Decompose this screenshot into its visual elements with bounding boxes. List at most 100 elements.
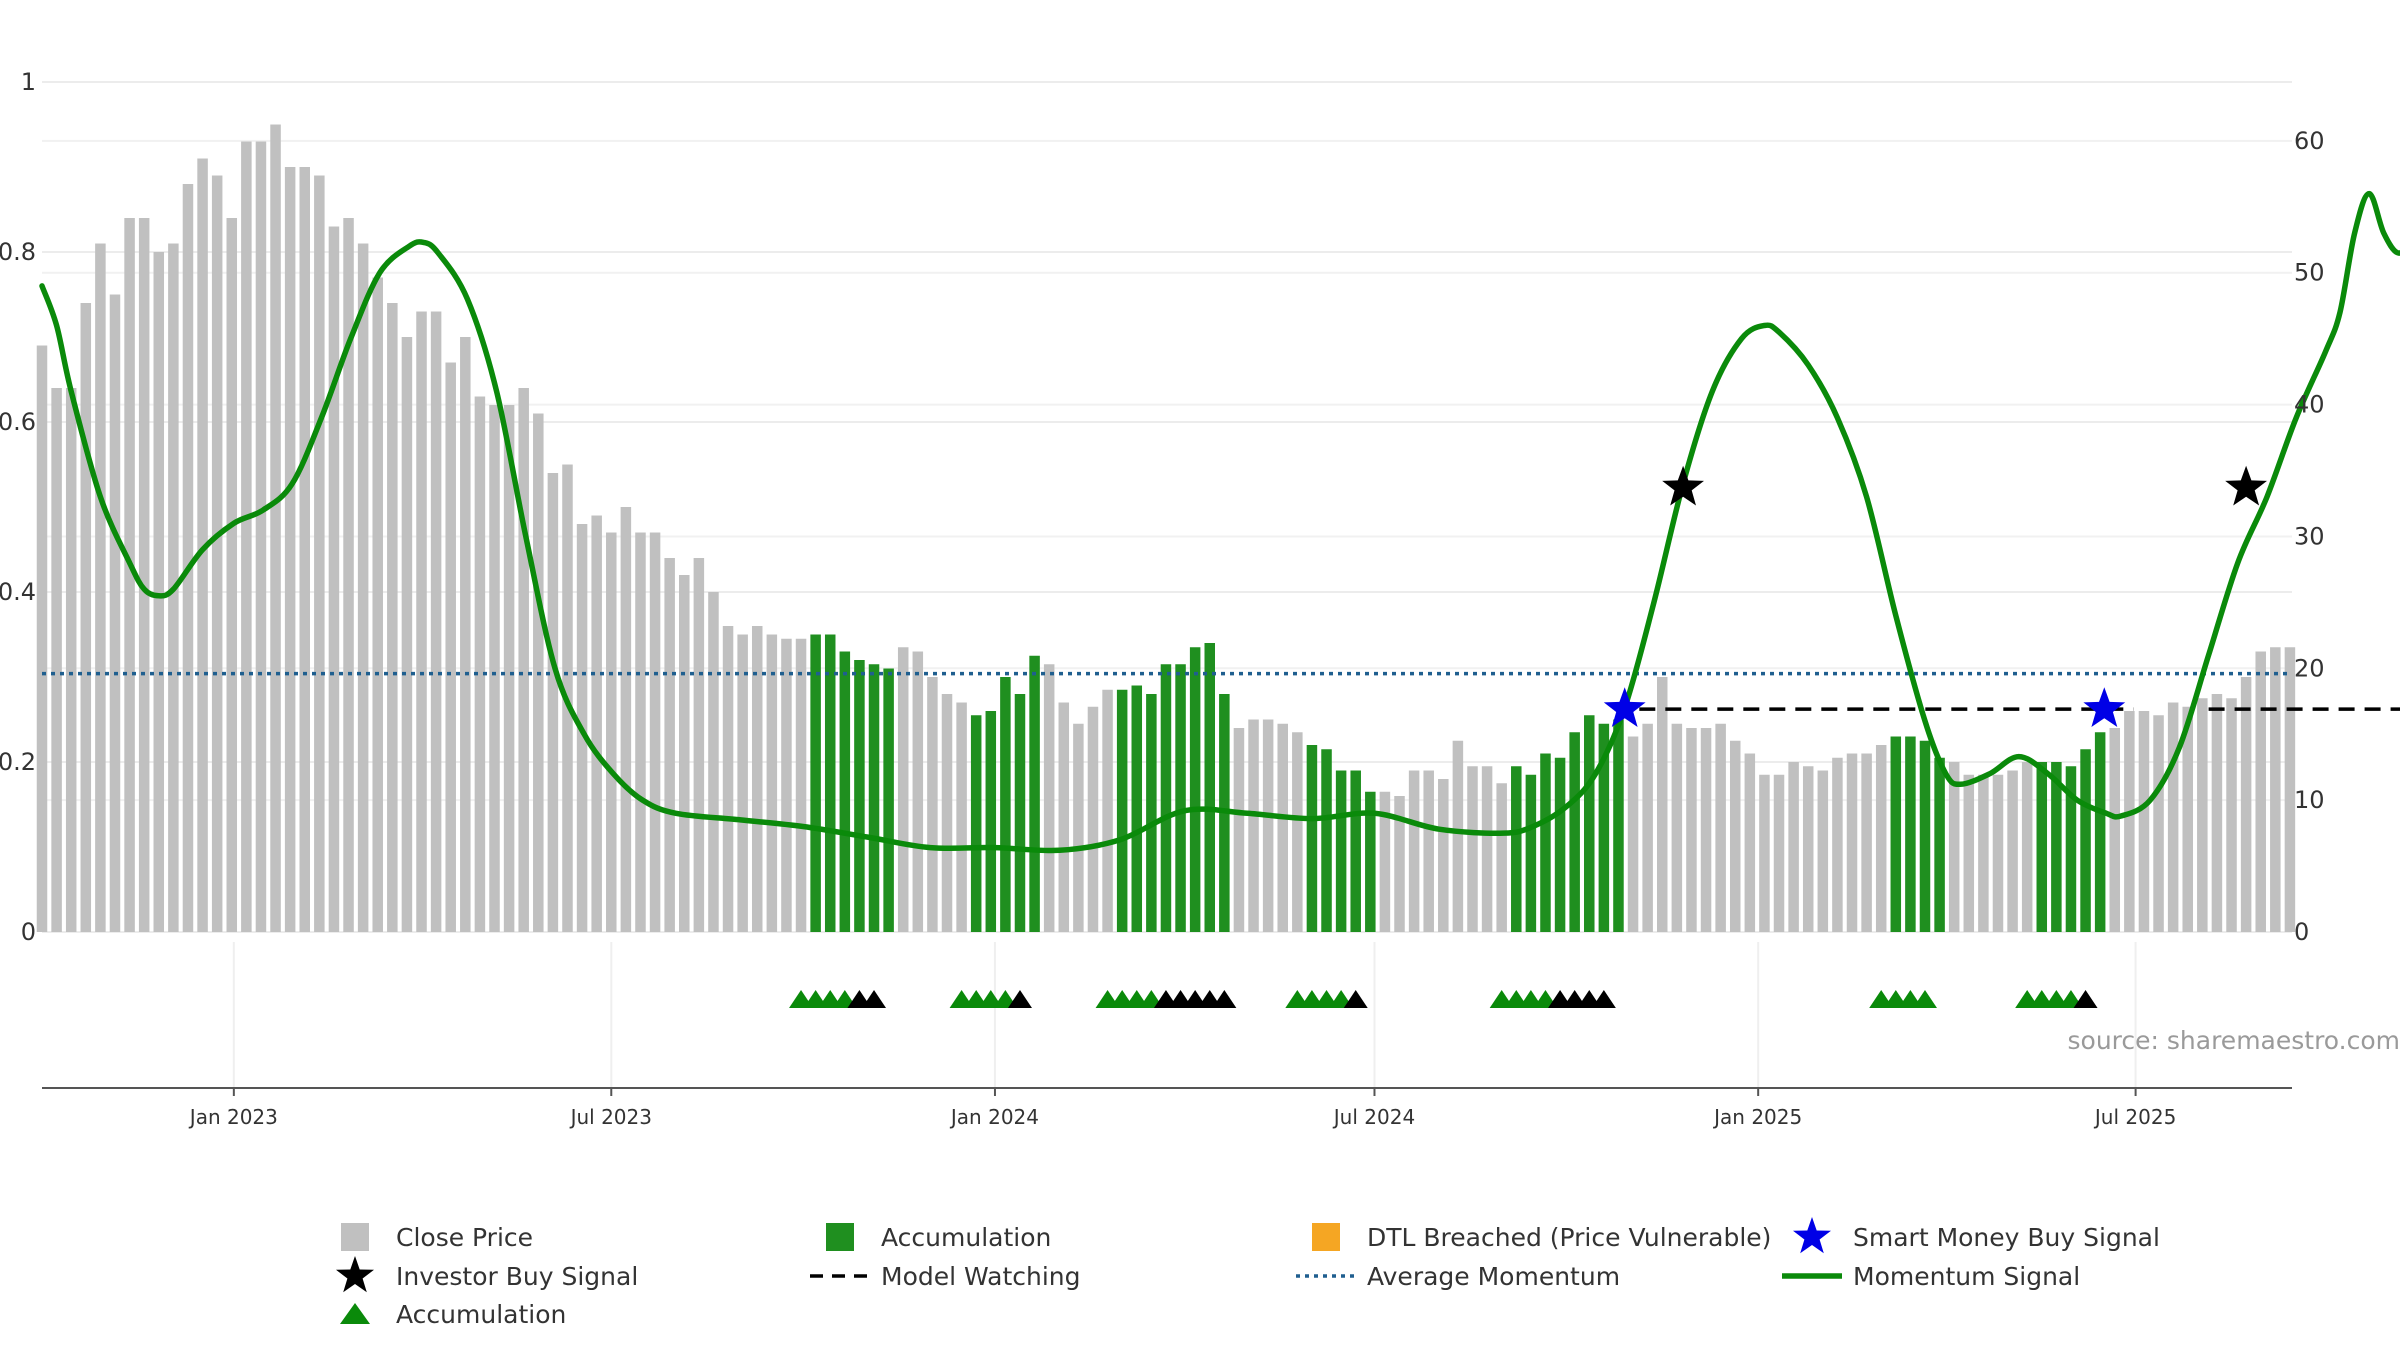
accumulation-bar bbox=[1554, 757, 1566, 932]
close-price-bar bbox=[1700, 728, 1712, 932]
legend-item: Investor Buy Signal bbox=[336, 1256, 638, 1293]
close-price-bar bbox=[343, 218, 354, 932]
close-price-bar bbox=[1656, 677, 1668, 932]
x-tick-label: Jul 2023 bbox=[569, 1105, 652, 1129]
close-price-bar bbox=[211, 175, 223, 932]
accumulation-bar bbox=[1146, 694, 1157, 932]
close-price-bar bbox=[956, 702, 967, 932]
close-price-bar bbox=[635, 532, 646, 932]
close-price-bar bbox=[1729, 740, 1741, 932]
accumulation-bar bbox=[1890, 736, 1902, 932]
close-price-bar bbox=[2124, 711, 2135, 932]
close-price-bar bbox=[1408, 770, 1420, 932]
close-price-bar bbox=[1496, 783, 1507, 932]
close-price-bar bbox=[36, 345, 48, 932]
right-tick-label: 60 bbox=[2294, 127, 2325, 155]
accumulation-bar bbox=[1540, 753, 1551, 932]
right-tick-label: 40 bbox=[2294, 391, 2325, 419]
smart-money-buy-star bbox=[1603, 687, 1646, 727]
accumulation-bar bbox=[1919, 740, 1931, 932]
close-price-bar bbox=[751, 626, 763, 932]
close-price-bar bbox=[124, 218, 135, 932]
investor-buy-star bbox=[2225, 465, 2267, 506]
momentum-signal-line-group bbox=[39, 190, 2400, 854]
close-price-bar bbox=[109, 294, 121, 932]
accumulation-bar bbox=[1306, 745, 1318, 932]
close-price-bar bbox=[2226, 698, 2237, 932]
accumulation-bar bbox=[1116, 689, 1128, 932]
accumulation-bar bbox=[1189, 647, 1201, 932]
left-tick-label: 1 bbox=[21, 68, 36, 96]
accumulation-bar bbox=[2065, 766, 2077, 932]
right-tick-label: 50 bbox=[2294, 259, 2325, 287]
left-tick-label: 0 bbox=[21, 918, 36, 946]
close-price-bar bbox=[430, 311, 442, 932]
close-price-bar bbox=[460, 337, 471, 932]
accumulation-bar bbox=[1175, 664, 1186, 932]
close-price-bar bbox=[2007, 770, 2018, 932]
legend-label: Accumulation bbox=[396, 1300, 566, 1329]
accumulation-bar bbox=[1350, 770, 1361, 932]
legend-swatch-square bbox=[341, 1223, 369, 1251]
close-price-bars bbox=[36, 124, 2296, 932]
close-price-bar bbox=[1817, 770, 1829, 932]
close-price-bar bbox=[1394, 796, 1405, 932]
accumulation-bar bbox=[883, 668, 894, 932]
close-price-bar bbox=[1233, 728, 1245, 932]
close-price-bar bbox=[2182, 706, 2193, 932]
close-price-bar bbox=[2255, 651, 2266, 932]
close-price-bar bbox=[1715, 723, 1726, 932]
accumulation-triangle-black bbox=[1591, 990, 1616, 1008]
close-price-bar bbox=[474, 396, 486, 932]
close-price-bar bbox=[518, 388, 529, 932]
accumulation-triangle-green bbox=[1912, 990, 1937, 1008]
momentum-signal-line bbox=[39, 190, 2400, 854]
legend-swatch-star bbox=[336, 1256, 374, 1293]
smart-money-buy-star bbox=[2083, 687, 2126, 727]
close-price-bar bbox=[255, 141, 267, 932]
close-price-bar bbox=[80, 303, 92, 932]
close-price-bar bbox=[1248, 719, 1259, 932]
close-price-bar bbox=[1832, 757, 1843, 932]
close-price-bar bbox=[2197, 698, 2208, 932]
accumulation-bar bbox=[1335, 770, 1347, 932]
accumulation-bar bbox=[1029, 655, 1040, 932]
close-price-bar bbox=[2270, 647, 2281, 932]
close-price-bar bbox=[1861, 753, 1872, 932]
accumulation-bar bbox=[1131, 685, 1143, 932]
legend-label: Smart Money Buy Signal bbox=[1853, 1223, 2160, 1252]
accumulation-bar bbox=[1204, 643, 1216, 932]
close-price-bar bbox=[766, 634, 778, 932]
legend-item: Momentum Signal bbox=[1782, 1262, 2080, 1291]
accumulation-triangle-black bbox=[1343, 990, 1368, 1008]
accumulation-bar bbox=[1321, 749, 1332, 932]
left-tick-label: 0.2 bbox=[0, 748, 36, 776]
x-tick-label: Jan 2024 bbox=[949, 1105, 1039, 1129]
close-price-bar bbox=[328, 226, 340, 932]
close-price-bar bbox=[1423, 770, 1434, 932]
close-price-bar bbox=[241, 141, 252, 932]
accumulation-bar bbox=[1613, 719, 1624, 932]
accumulation-bar bbox=[1905, 736, 1916, 932]
x-tick-label: Jan 2023 bbox=[188, 1105, 278, 1129]
investor-buy-star bbox=[1662, 465, 1704, 506]
legend-label: Close Price bbox=[396, 1223, 533, 1252]
close-price-bar bbox=[547, 473, 559, 932]
accumulation-bar bbox=[2094, 732, 2106, 932]
close-price-bar bbox=[1978, 774, 1989, 932]
close-price-bar bbox=[416, 311, 427, 932]
close-price-bar bbox=[226, 218, 238, 932]
accumulation-bar bbox=[1160, 664, 1172, 932]
legend-item: Model Watching bbox=[810, 1262, 1081, 1291]
close-price-bar bbox=[2138, 711, 2150, 932]
left-tick-label: 0.8 bbox=[0, 238, 36, 266]
close-price-bar bbox=[2211, 694, 2223, 932]
close-price-bar bbox=[299, 167, 310, 932]
accumulation-bar bbox=[839, 651, 851, 932]
accumulation-bar bbox=[985, 711, 997, 932]
close-price-bar bbox=[1627, 736, 1639, 932]
x-tick-label: Jul 2024 bbox=[1332, 1105, 1415, 1129]
close-price-bar bbox=[2167, 702, 2179, 932]
close-price-bar bbox=[1467, 766, 1478, 932]
